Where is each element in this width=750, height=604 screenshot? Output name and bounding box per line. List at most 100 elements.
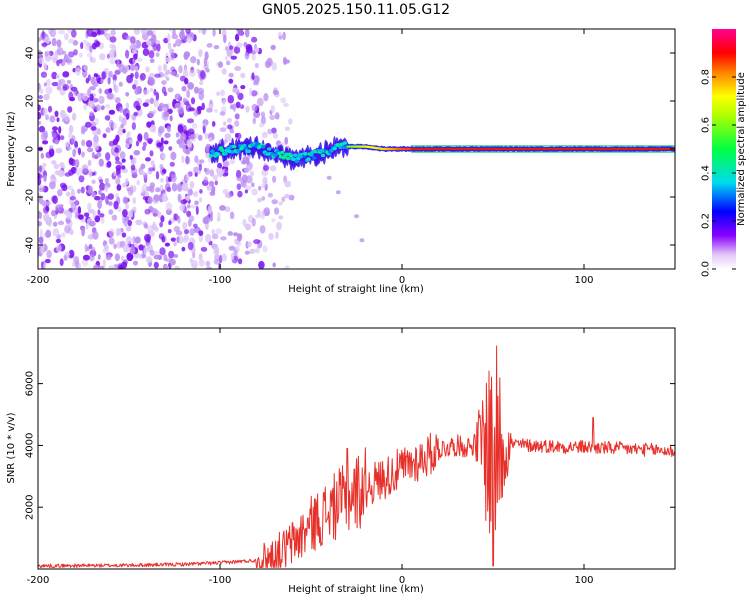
colorbar-gradient — [712, 29, 736, 269]
noise-speckle — [148, 50, 155, 59]
noise-speckle — [43, 206, 49, 214]
noise-speckle — [56, 59, 60, 67]
noise-speckle — [163, 264, 170, 269]
noise-speckle — [153, 261, 159, 269]
noise-speckle — [69, 97, 75, 102]
noise-speckle — [234, 113, 240, 120]
noise-speckle — [134, 236, 141, 244]
noise-speckle — [134, 87, 140, 95]
noise-speckle — [174, 102, 181, 108]
noise-speckle — [94, 142, 100, 151]
noise-speckle — [89, 86, 96, 91]
noise-speckle — [114, 147, 119, 153]
noise-speckle — [45, 229, 52, 238]
noise-speckle — [141, 187, 145, 195]
noise-speckle — [148, 77, 156, 86]
noise-speckle — [251, 188, 258, 196]
noise-speckle — [100, 216, 105, 224]
noise-speckle — [105, 254, 112, 261]
noise-speckle — [154, 226, 160, 232]
noise-speckle — [168, 29, 173, 32]
noise-speckle — [244, 51, 250, 60]
noise-speckle — [107, 201, 113, 206]
noise-speckle — [118, 115, 123, 123]
noise-speckle — [64, 251, 71, 257]
noise-speckle — [163, 63, 168, 72]
noise-speckle — [254, 47, 260, 53]
noise-speckle — [94, 117, 100, 126]
noise-speckle — [99, 182, 106, 191]
noise-speckle — [100, 192, 106, 201]
tail-point — [335, 190, 341, 195]
noise-speckle — [110, 146, 115, 155]
noise-speckle — [122, 196, 128, 204]
noise-speckle — [41, 42, 48, 47]
snr-plot-area — [38, 345, 675, 568]
noise-speckle — [142, 141, 147, 147]
noise-speckle — [257, 197, 263, 203]
noise-speckle — [54, 110, 59, 118]
noise-speckle — [68, 249, 75, 259]
noise-speckle — [209, 191, 216, 197]
noise-speckle — [224, 168, 229, 176]
noise-speckle — [203, 57, 208, 67]
noise-speckle — [164, 57, 172, 63]
noise-speckle — [242, 156, 250, 164]
noise-speckle — [67, 106, 73, 113]
noise-speckle — [175, 132, 180, 138]
noise-speckle — [138, 170, 145, 176]
noise-speckle — [62, 71, 70, 78]
noise-speckle — [114, 69, 121, 75]
noise-speckle — [53, 52, 59, 61]
noise-speckle — [163, 112, 169, 121]
noise-speckle — [95, 104, 101, 112]
noise-speckle — [78, 52, 83, 58]
noise-speckle — [85, 140, 93, 148]
noise-speckle — [73, 49, 78, 56]
noise-speckle — [163, 91, 168, 97]
noise-speckle — [108, 265, 116, 269]
noise-speckle — [127, 187, 134, 196]
noise-speckle — [59, 135, 65, 141]
ridge-core — [285, 156, 291, 161]
noise-speckle — [205, 260, 211, 267]
noise-speckle — [194, 155, 199, 163]
noise-speckle — [252, 117, 256, 125]
noise-speckle — [125, 102, 130, 110]
noise-speckle — [93, 264, 100, 269]
noise-speckle — [117, 129, 124, 136]
snr-x-ticks: -200 -100 0 100 — [27, 328, 594, 586]
noise-speckle — [38, 104, 41, 111]
noise-speckle — [151, 34, 157, 43]
noise-speckle — [135, 57, 143, 62]
noise-speckle — [142, 48, 150, 56]
noise-speckle — [251, 53, 256, 61]
noise-speckle — [120, 255, 124, 262]
noise-speckle — [51, 71, 58, 80]
snr-frame — [37, 327, 676, 570]
noise-speckle — [185, 29, 191, 34]
noise-speckle — [118, 81, 123, 87]
noise-speckle — [222, 188, 229, 195]
noise-speckle — [238, 258, 243, 265]
noise-speckle — [229, 159, 236, 165]
noise-speckle — [183, 64, 188, 71]
noise-speckle — [176, 183, 183, 192]
noise-speckle — [198, 233, 203, 243]
noise-speckle — [156, 43, 161, 52]
noise-speckle — [209, 169, 214, 177]
ridge-core — [242, 143, 247, 148]
noise-speckle — [106, 92, 114, 100]
noise-speckle — [211, 228, 215, 235]
noise-speckle — [190, 97, 196, 105]
snr-y-label: SNR (10 * v/v) — [6, 412, 17, 483]
noise-speckle — [81, 258, 89, 267]
ridge-core — [220, 148, 225, 153]
noise-speckle — [52, 221, 58, 227]
noise-speckle — [187, 128, 195, 135]
noise-speckle — [109, 43, 115, 49]
noise-speckle — [120, 123, 124, 129]
noise-speckle — [168, 250, 175, 259]
